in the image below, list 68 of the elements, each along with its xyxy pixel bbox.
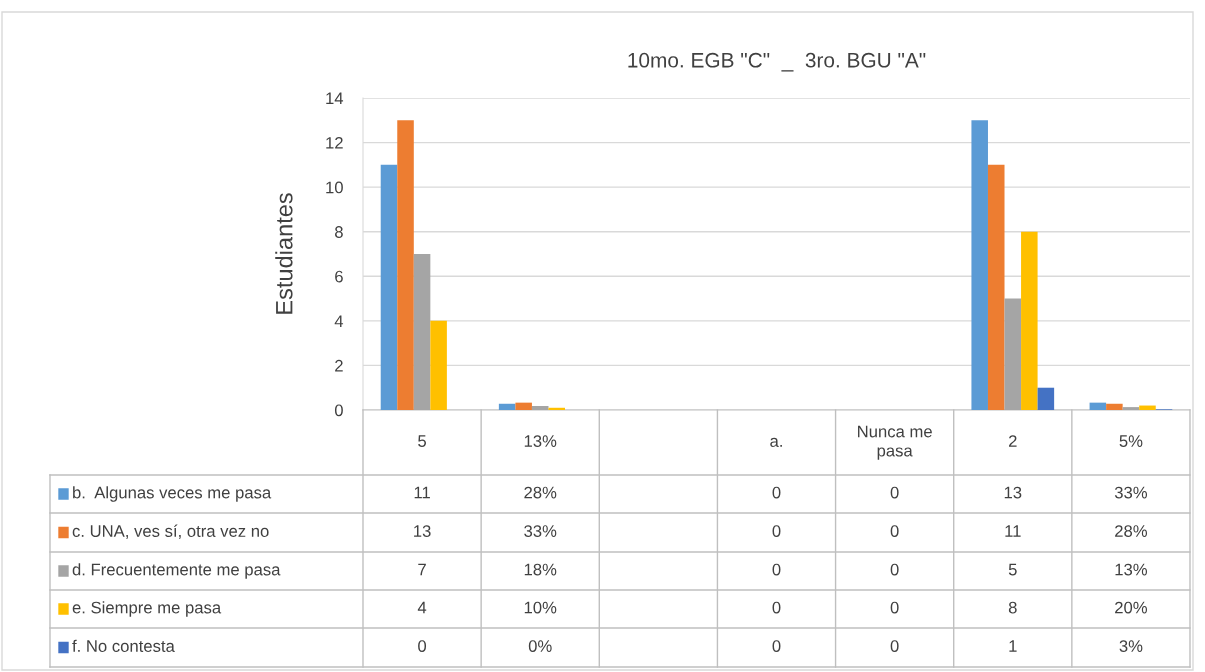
bar — [1122, 407, 1140, 410]
bar — [498, 403, 516, 410]
bar — [380, 164, 398, 410]
bar — [548, 407, 566, 410]
data-label: 10% — [524, 601, 557, 614]
data-label: 4 — [417, 601, 427, 614]
bar — [971, 120, 988, 410]
data-label: 5 — [1008, 563, 1017, 576]
x-tick-label: Nunca me pasa — [858, 425, 932, 460]
data-label: 0 — [772, 601, 781, 614]
data-label: 11 — [1005, 525, 1021, 537]
bar — [413, 254, 431, 410]
data-label: 0 — [890, 640, 899, 652]
data-label: 0 — [890, 601, 899, 614]
data-label: 0 — [772, 486, 781, 499]
data-label: 0% — [528, 640, 552, 652]
bar — [1004, 298, 1022, 410]
data-label: 3% — [1119, 640, 1143, 652]
y-tick-label: 12 — [326, 136, 343, 149]
legend-label: c. UNA, ves sí, otra vez no — [72, 524, 269, 539]
x-tick-label: a. — [770, 437, 782, 447]
bar — [1037, 387, 1055, 410]
data-label: 0 — [772, 563, 781, 576]
data-label: 33% — [1114, 486, 1148, 499]
y-axis-title: Estudiantes — [275, 193, 293, 314]
legend-label: d. Frecuentemente me pasa — [72, 563, 281, 579]
bar — [1089, 402, 1107, 410]
bar — [987, 164, 1005, 410]
x-tick-label: 5 — [418, 435, 427, 447]
bar — [1106, 403, 1123, 410]
bar — [430, 320, 447, 410]
data-label: 11 — [414, 486, 430, 499]
y-tick-label: 4 — [334, 315, 344, 327]
data-label: 1 — [1009, 640, 1017, 652]
data-label: 0 — [890, 563, 899, 576]
y-tick-label: 6 — [335, 270, 343, 283]
x-tick-label: 5% — [1119, 435, 1143, 447]
y-tick-label: 10 — [326, 181, 343, 194]
y-tick-label: 2 — [335, 359, 343, 372]
data-label: 28% — [524, 486, 557, 499]
data-label: 33% — [524, 525, 557, 537]
bar — [531, 405, 549, 410]
x-tick-label: 13% — [524, 435, 557, 447]
data-label: 8 — [1008, 601, 1017, 614]
bar — [397, 120, 414, 410]
data-label: 18% — [524, 563, 557, 576]
data-label: 7 — [418, 563, 426, 576]
data-label: 13 — [1004, 486, 1022, 499]
data-label: 13 — [414, 525, 431, 537]
chart-title: 10mo. EGB "C" _ 3ro. BGU "A" — [628, 52, 926, 72]
data-label: 0 — [890, 525, 899, 537]
bar — [1021, 231, 1038, 410]
legend-label: f. No contesta — [72, 639, 175, 652]
data-label: 13% — [1115, 563, 1148, 576]
data-label: 0 — [772, 525, 781, 537]
bar — [1139, 405, 1156, 410]
bar — [515, 402, 532, 410]
x-tick-label: 2 — [1008, 435, 1017, 447]
data-label: 0 — [772, 640, 781, 652]
y-tick-label: 14 — [326, 92, 344, 105]
data-label: 20% — [1115, 601, 1148, 614]
data-label: 0 — [418, 640, 427, 652]
legend-label: b. Algunas veces me pasa — [73, 486, 272, 502]
y-tick-label: 8 — [335, 226, 343, 238]
data-label: 0 — [890, 486, 899, 499]
y-tick-label: 0 — [334, 404, 343, 417]
legend-label: e. Siempre me pasa — [72, 601, 222, 617]
data-label: 28% — [1115, 525, 1148, 537]
